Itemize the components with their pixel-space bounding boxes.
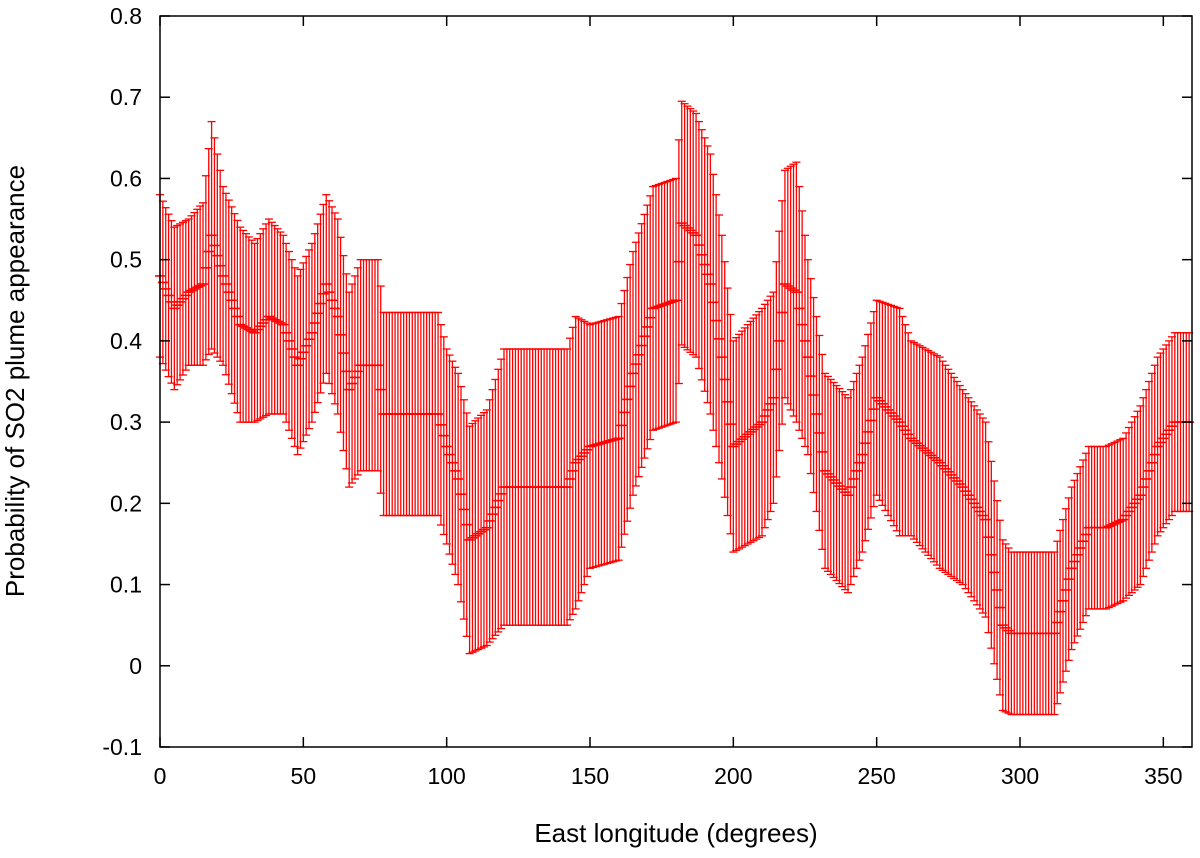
error-bar-series	[155, 100, 1195, 716]
plot-frame	[159, 15, 1193, 748]
x-tick-label: 200	[714, 763, 752, 789]
y-tick-label: 0.4	[110, 328, 142, 354]
data-point	[599, 319, 610, 565]
data-point	[1109, 441, 1120, 606]
data-point	[814, 334, 825, 532]
y-tick-label: 0.2	[110, 490, 142, 516]
x-tick-label: 300	[1001, 763, 1039, 789]
y-axis-title: Probability of SO2 plume appearance	[0, 165, 30, 597]
data-point	[295, 268, 306, 449]
data-point	[470, 420, 481, 652]
data-point	[435, 323, 446, 526]
data-point	[579, 320, 590, 586]
x-axis-title: East longitude (degrees)	[534, 818, 817, 848]
x-tick-label: 350	[1144, 763, 1182, 789]
data-point	[175, 223, 186, 381]
y-tick-label: -0.1	[102, 734, 142, 760]
data-point	[1164, 340, 1175, 521]
y-tick-label: 0.6	[110, 165, 142, 191]
data-point	[977, 417, 988, 614]
data-point	[1149, 364, 1160, 545]
data-point	[630, 241, 641, 487]
x-tick-label: 100	[427, 763, 465, 789]
data-point	[648, 185, 659, 431]
data-point	[1123, 426, 1134, 597]
data-point	[997, 539, 1008, 712]
y-tick-label: 0.1	[110, 572, 142, 598]
data-point	[754, 310, 765, 539]
x-tick-label: 150	[571, 763, 609, 789]
data-point	[1072, 472, 1083, 637]
y-tick-label: 0.3	[110, 409, 142, 435]
x-tick-label: 50	[291, 763, 317, 789]
y-tick-label: 0.5	[110, 247, 142, 273]
data-point	[659, 181, 670, 427]
axes: 0 50 100 150 200 250 300 350 -0.1 0 0.1 0.2 0.3 0.4 0.…	[102, 3, 1192, 789]
x-tick-label: 0	[154, 763, 167, 789]
x-tick-label: 250	[857, 763, 895, 789]
data-point	[1063, 497, 1074, 662]
y-tick-label: 0.8	[110, 3, 142, 29]
data-point	[172, 224, 183, 386]
data-point	[467, 422, 478, 653]
data-point	[980, 421, 991, 618]
data-point	[736, 330, 747, 548]
data-point	[306, 242, 317, 423]
y-tick-label: 0.7	[110, 84, 142, 110]
data-point	[200, 175, 211, 361]
data-point	[714, 214, 724, 464]
data-point	[1000, 543, 1011, 713]
y-tick-label: 0	[129, 653, 142, 679]
data-point	[278, 234, 289, 415]
